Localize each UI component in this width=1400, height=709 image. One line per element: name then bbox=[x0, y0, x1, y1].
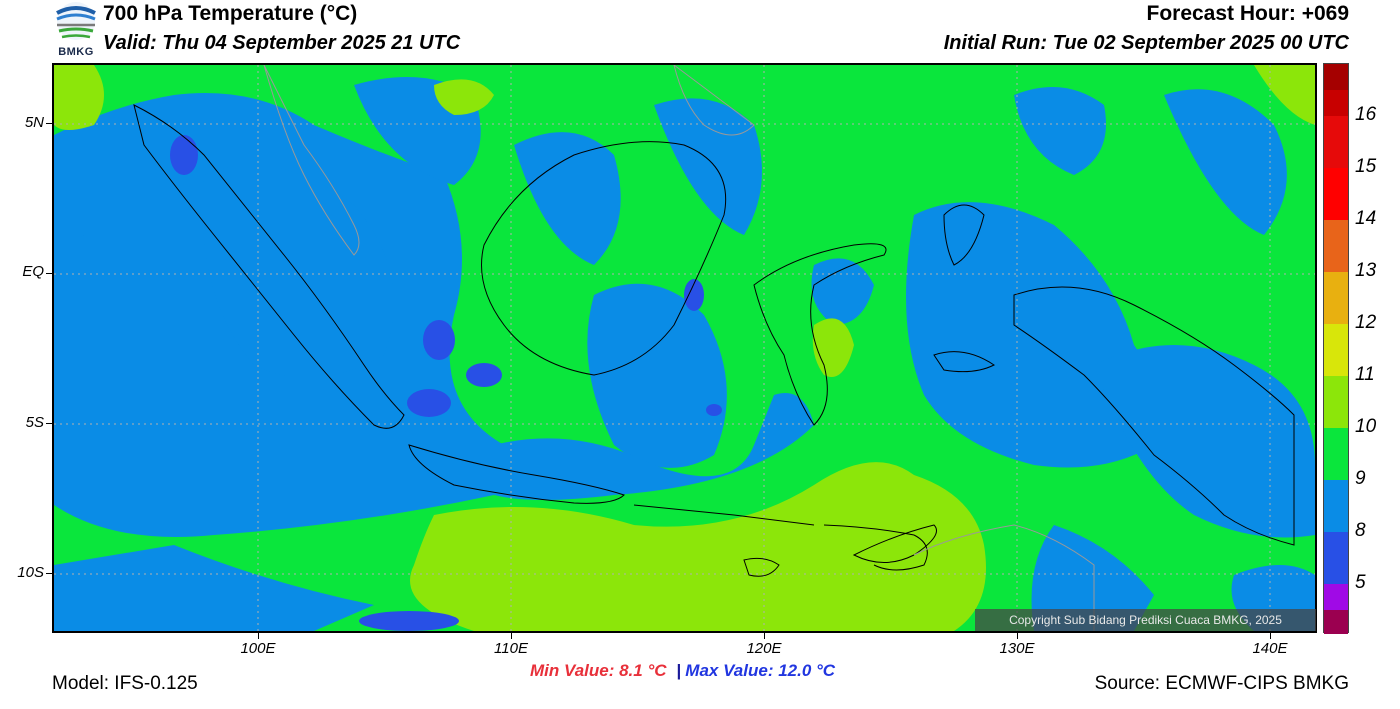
colorbar-label: 8 bbox=[1355, 520, 1366, 541]
colorbar-label: 11 bbox=[1355, 364, 1375, 385]
colorbar-segment bbox=[1324, 610, 1348, 634]
lon-label-140e: 140E bbox=[1252, 640, 1288, 657]
lon-label-110e: 110E bbox=[494, 640, 528, 657]
lat-label-5n: 5N bbox=[24, 114, 44, 131]
colorbar-label: 13 bbox=[1355, 260, 1377, 281]
lon-tick bbox=[764, 633, 765, 639]
colorbar-label: 12 bbox=[1355, 312, 1377, 333]
coastlines bbox=[133, 65, 1295, 631]
lon-tick bbox=[511, 633, 512, 639]
copyright-notice: Copyright Sub Bidang Prediksi Cuaca BMKG… bbox=[975, 609, 1316, 631]
colorbar-label: 9 bbox=[1355, 468, 1366, 489]
lat-tick bbox=[46, 273, 52, 274]
lat-tick bbox=[46, 123, 52, 124]
model-label: Model: IFS-0.125 bbox=[52, 673, 198, 694]
colorbar-segment bbox=[1324, 116, 1348, 168]
colorbar-segment bbox=[1324, 428, 1348, 480]
colorbar-label: 10 bbox=[1355, 416, 1377, 437]
colorbar-label: 15 bbox=[1355, 156, 1377, 177]
min-value: Min Value: 8.1 °C bbox=[530, 661, 667, 680]
colorbar-segment bbox=[1324, 272, 1348, 324]
yellowgreen-contours bbox=[54, 65, 1315, 631]
colorbar-segment bbox=[1324, 64, 1348, 90]
min-max-values: Min Value: 8.1 °C | Max Value: 12.0 °C bbox=[530, 661, 835, 681]
blue-contours bbox=[54, 77, 1315, 631]
lon-label-100e: 100E bbox=[240, 640, 276, 657]
lon-label-120e: 120E bbox=[746, 640, 782, 657]
colorbar-segment bbox=[1324, 324, 1348, 376]
colorbar bbox=[1323, 63, 1349, 634]
colorbar-label: 16 bbox=[1355, 104, 1377, 125]
lat-tick bbox=[46, 423, 52, 424]
colorbar-segment bbox=[1324, 584, 1348, 610]
colorbar-segment bbox=[1324, 168, 1348, 220]
lat-label-10s: 10S bbox=[17, 564, 44, 581]
lon-tick bbox=[1270, 633, 1271, 639]
colorbar-label: 14 bbox=[1355, 208, 1377, 229]
logo-text: BMKG bbox=[58, 46, 94, 58]
source-label: Source: ECMWF-CIPS BMKG bbox=[1094, 673, 1349, 694]
initial-run: Initial Run: Tue 02 September 2025 00 UT… bbox=[943, 32, 1349, 54]
map-title: 700 hPa Temperature (°C) bbox=[103, 2, 358, 25]
lat-label-eq: EQ bbox=[22, 263, 44, 280]
colorbar-segment bbox=[1324, 90, 1348, 116]
lat-label-5s: 5S bbox=[25, 414, 44, 431]
colorbar-segment bbox=[1324, 480, 1348, 532]
max-value: Max Value: 12.0 °C bbox=[685, 661, 836, 680]
lon-label-130e: 130E bbox=[999, 640, 1035, 657]
lon-tick bbox=[258, 633, 259, 639]
forecast-hour: Forecast Hour: +069 bbox=[1146, 2, 1350, 25]
temperature-map bbox=[52, 63, 1317, 633]
lon-tick bbox=[1017, 633, 1018, 639]
valid-time: Valid: Thu 04 September 2025 21 UTC bbox=[103, 32, 461, 54]
bmkg-logo-icon bbox=[56, 2, 96, 40]
lat-tick bbox=[46, 573, 52, 574]
grid-lines bbox=[54, 65, 1315, 631]
min-max-separator: | bbox=[676, 661, 682, 680]
colorbar-segment bbox=[1324, 376, 1348, 428]
darkblue-spots bbox=[170, 135, 722, 631]
colorbar-label: 5 bbox=[1355, 572, 1366, 593]
colorbar-segment bbox=[1324, 220, 1348, 272]
colorbar-segment bbox=[1324, 532, 1348, 584]
temperature-field bbox=[54, 65, 1315, 631]
